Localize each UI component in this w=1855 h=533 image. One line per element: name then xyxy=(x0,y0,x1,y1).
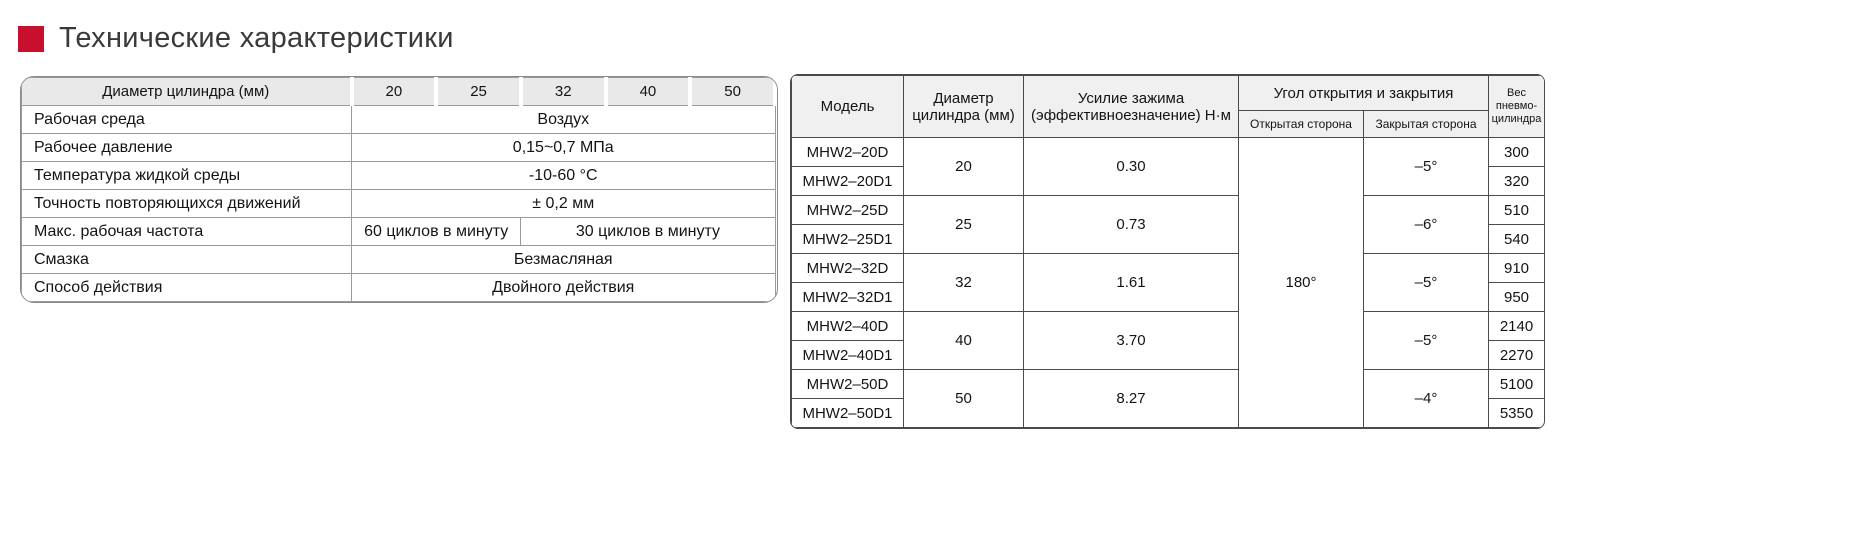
table-row: MHW2–32D1 950 xyxy=(791,282,1544,312)
spec-value: Воздух xyxy=(351,105,776,134)
diameter-cell: 25 xyxy=(903,195,1024,254)
diameter-cell: 50 xyxy=(903,369,1024,428)
diameter-cell: 40 xyxy=(903,311,1024,370)
model-table-header-row-2: Открытая сторона Закрытая сторона xyxy=(792,110,1545,138)
spec-row-lubrication: Смазка Безмасляная xyxy=(21,245,776,274)
spec-value: Двойного действия xyxy=(351,273,776,302)
size-header-25: 25 xyxy=(434,77,523,106)
force-cell: 3.70 xyxy=(1023,311,1239,370)
col-header-angle-group: Угол открытия и закрытия xyxy=(1238,75,1489,111)
spec-label: Рабочее давление xyxy=(21,133,352,162)
spec-row-temperature: Температура жидкой среды -10-60 °C xyxy=(21,161,776,190)
model-cell: MHW2–20D1 xyxy=(791,166,904,196)
table-row: MHW2–50D 50 8.27 –4° 5100 xyxy=(791,369,1544,428)
weight-cell: 510 xyxy=(1488,195,1544,225)
spec-value: ± 0,2 мм xyxy=(351,189,776,218)
table-row: MHW2–32D 32 1.61 –5° 910 xyxy=(791,253,1544,312)
diameter-cell: 32 xyxy=(903,253,1024,312)
closed-angle-cell: –6° xyxy=(1363,195,1489,254)
closed-angle-cell: –5° xyxy=(1363,137,1489,196)
weight-cell: 320 xyxy=(1488,166,1544,196)
spec-header-row: Диаметр цилиндра (мм) 20 25 32 40 50 xyxy=(21,77,777,106)
spec-label: Температура жидкой среды xyxy=(21,161,352,190)
spec-label: Способ действия xyxy=(21,273,352,302)
table-row: MHW2–20D 20 0.30 180° –5° 300 xyxy=(791,137,1544,428)
model-spec-table: Модель Диаметр цилиндра (мм) Усилие зажи… xyxy=(790,74,1545,429)
red-accent-square-icon xyxy=(18,25,44,52)
table-row: MHW2–50D1 5350 xyxy=(791,398,1544,428)
col-header-open-side: Открытая сторона xyxy=(1238,110,1364,138)
table-row: MHW2–25D1 540 xyxy=(791,224,1544,254)
model-cell: MHW2–32D xyxy=(791,253,904,283)
size-header-20: 20 xyxy=(349,77,439,106)
table-row: MHW2–40D1 2270 xyxy=(791,340,1544,370)
weight-cell: 540 xyxy=(1488,224,1544,254)
spec-label: Рабочая среда xyxy=(21,105,352,134)
model-cell: MHW2–40D1 xyxy=(791,340,904,370)
col-header-weight: Вес пневмо-цилиндра xyxy=(1488,75,1544,138)
weight-cell: 5350 xyxy=(1488,398,1544,428)
diameter-cell: 20 xyxy=(903,137,1024,196)
col-header-force: Усилие зажима (эффективноезначение) Н·м xyxy=(1023,75,1239,138)
col-header-model: Модель xyxy=(791,75,904,138)
model-table-header-row-1: Модель Диаметр цилиндра (мм) Усилие зажи… xyxy=(791,75,1544,138)
closed-angle-cell: –4° xyxy=(1363,369,1489,428)
table-row: MHW2–25D 25 0.73 –6° 510 xyxy=(791,195,1544,254)
closed-angle-cell: –5° xyxy=(1363,311,1489,370)
closed-angle-cell: –5° xyxy=(1363,253,1489,312)
spec-row-medium: Рабочая среда Воздух xyxy=(21,105,776,134)
force-cell: 0.30 xyxy=(1023,137,1239,196)
model-cell: MHW2–40D xyxy=(791,311,904,341)
spec-value-large-bores: 30 циклов в минуту xyxy=(520,217,776,246)
spec-row-frequency: Макс. рабочая частота 60 циклов в минуту… xyxy=(21,217,776,246)
force-cell: 0.73 xyxy=(1023,195,1239,254)
spec-row-action: Способ действия Двойного действия xyxy=(21,273,776,302)
page-title: Технические характеристики xyxy=(59,22,454,54)
weight-cell: 2140 xyxy=(1488,311,1544,341)
open-angle-cell: 180° xyxy=(1238,137,1364,428)
table-row: MHW2–20D1 320 xyxy=(791,166,1544,196)
table-row: MHW2–40D 40 3.70 –5° 2140 xyxy=(791,311,1544,370)
diameter-header-label: Диаметр цилиндра (мм) xyxy=(21,77,354,106)
weight-cell: 950 xyxy=(1488,282,1544,312)
spec-value: 0,15~0,7 МПа xyxy=(351,133,776,162)
spec-value: Безмасляная xyxy=(351,245,776,274)
size-header-50: 50 xyxy=(688,77,777,106)
weight-cell: 5100 xyxy=(1488,369,1544,399)
spec-row-accuracy: Точность повторяющихся движений ± 0,2 мм xyxy=(21,189,776,218)
model-cell: MHW2–50D xyxy=(791,369,904,399)
weight-cell: 300 xyxy=(1488,137,1544,167)
weight-cell: 2270 xyxy=(1488,340,1544,370)
model-cell: MHW2–25D1 xyxy=(791,224,904,254)
model-cell: MHW2–32D1 xyxy=(791,282,904,312)
col-header-closed-side: Закрытая сторона xyxy=(1363,110,1489,138)
size-header-40: 40 xyxy=(603,77,693,106)
model-cell: MHW2–50D1 xyxy=(791,398,904,428)
model-cell: MHW2–25D xyxy=(791,195,904,225)
model-cell: MHW2–20D xyxy=(791,137,904,167)
spec-label: Смазка xyxy=(21,245,352,274)
spec-value: -10-60 °C xyxy=(351,161,776,190)
size-header-32: 32 xyxy=(518,77,608,106)
col-header-diameter: Диаметр цилиндра (мм) xyxy=(903,75,1024,138)
spec-value-small-bores: 60 циклов в минуту xyxy=(350,217,522,246)
spec-label: Точность повторяющихся движений xyxy=(21,189,352,218)
force-cell: 8.27 xyxy=(1023,369,1239,428)
section-title-row: Технические характеристики xyxy=(18,22,454,55)
spec-label: Макс. рабочая частота xyxy=(21,217,352,246)
force-cell: 1.61 xyxy=(1023,253,1239,312)
general-spec-table: Диаметр цилиндра (мм) 20 25 32 40 50 Раб… xyxy=(20,76,778,303)
spec-row-pressure: Рабочее давление 0,15~0,7 МПа xyxy=(21,133,776,162)
weight-cell: 910 xyxy=(1488,253,1544,283)
